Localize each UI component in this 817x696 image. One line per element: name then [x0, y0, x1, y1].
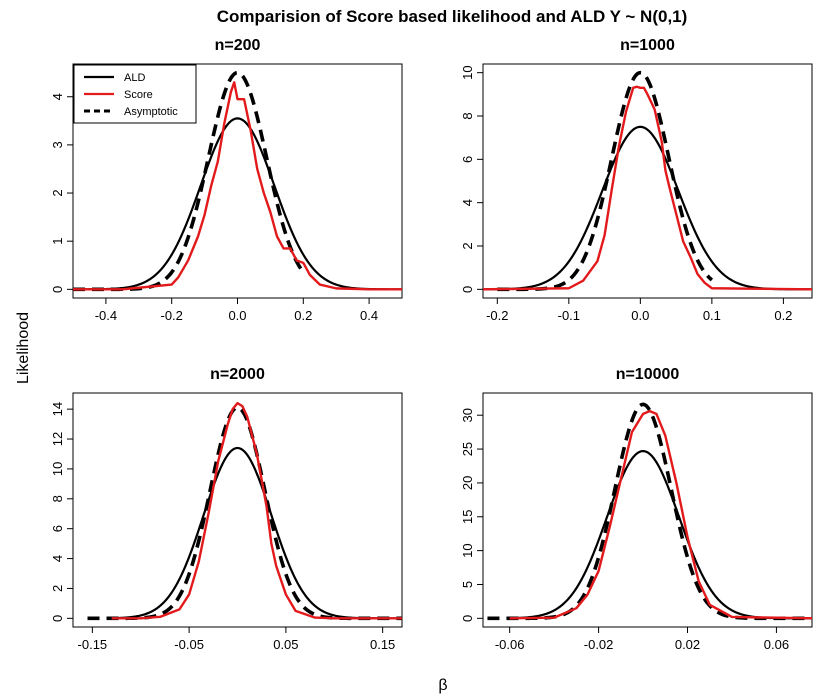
panel-4: n=10000 -0.06 -0.02 0.02 0.06 0 5 10 15 20 25 30 — [460, 366, 813, 652]
y-tick-label: 6 — [460, 156, 475, 163]
curves — [487, 402, 812, 621]
score-line — [73, 81, 402, 291]
x-tick-label: -0.2 — [160, 308, 182, 323]
y-tick-label: 10 — [460, 65, 475, 79]
curves — [483, 70, 812, 292]
legend-label: Asymptotic — [124, 106, 178, 118]
score-line — [509, 409, 812, 620]
y-tick-label: 25 — [460, 442, 475, 456]
y-tick-label: 10 — [50, 462, 65, 476]
y-tick-label: 6 — [50, 525, 65, 532]
panel-title: n=200 — [215, 37, 261, 54]
curves — [73, 70, 402, 292]
ald-line — [111, 446, 402, 620]
curves — [87, 401, 402, 621]
y-tick-label: 0 — [460, 615, 475, 622]
plot-frame — [482, 63, 813, 299]
x-tick-label: -0.05 — [174, 637, 204, 652]
x-axis-label: β — [438, 677, 447, 694]
panel-3: n=2000 -0.15 -0.05 0.05 0.15 0 2 4 6 8 10 12 14 — [50, 366, 403, 652]
plot-frame — [72, 392, 403, 628]
legend-label: ALD — [124, 72, 145, 84]
y-tick-label: 14 — [50, 402, 65, 416]
score-line — [111, 401, 402, 620]
asymptotic-line — [87, 405, 402, 621]
x-tick-label: 0.2 — [774, 308, 792, 323]
y-tick-label: 4 — [460, 199, 475, 206]
ald-line — [483, 125, 812, 291]
y-tick-label: 8 — [50, 495, 65, 502]
asymptotic-line — [497, 70, 714, 292]
y-tick-label: 4 — [50, 93, 65, 100]
x-tick-label: 0.0 — [631, 308, 649, 323]
plot-frame — [482, 392, 813, 628]
y-tick-label: 30 — [460, 408, 475, 422]
x-tick-label: -0.06 — [495, 637, 525, 652]
figure-title: Comparision of Score based likelihood an… — [217, 7, 688, 26]
y-tick-label: 20 — [460, 476, 475, 490]
y-tick-label: 12 — [50, 432, 65, 446]
x-tick-label: 0.02 — [675, 637, 700, 652]
y-tick-label: 15 — [460, 510, 475, 524]
y-tick-label: 0 — [50, 286, 65, 293]
score-line — [483, 85, 812, 291]
y-tick-label: 0 — [460, 286, 475, 293]
y-axis-label: Likelihood — [15, 312, 32, 384]
y-tick-label: 3 — [50, 141, 65, 148]
y-tick-label: 1 — [50, 238, 65, 245]
x-tick-label: 0.2 — [294, 308, 312, 323]
x-tick-label: 0.0 — [228, 308, 246, 323]
y-tick-label: 0 — [50, 615, 65, 622]
x-tick-label: 0.4 — [360, 308, 378, 323]
legend: ALD Score Asymptotic — [73, 64, 197, 124]
x-tick-label: 0.1 — [703, 308, 721, 323]
ald-line — [73, 117, 402, 291]
x-tick-label: -0.02 — [584, 637, 614, 652]
x-tick-label: 0.15 — [370, 637, 395, 652]
x-tick-label: -0.4 — [95, 308, 117, 323]
asymptotic-line — [487, 402, 812, 621]
y-tick-label: 8 — [460, 112, 475, 119]
y-tick-label: 2 — [50, 585, 65, 592]
x-tick-label: 0.05 — [273, 637, 298, 652]
legend-label: Score — [124, 89, 153, 101]
x-tick-label: -0.2 — [486, 308, 508, 323]
ald-line — [509, 449, 812, 620]
y-tick-label: 2 — [460, 242, 475, 249]
panel-2: n=1000 -0.2 -0.1 0.0 0.1 0.2 0 2 4 6 8 10 — [460, 37, 813, 323]
y-tick-label: 2 — [50, 189, 65, 196]
x-tick-label: 0.06 — [764, 637, 789, 652]
y-tick-label: 5 — [460, 581, 475, 588]
panel-title: n=1000 — [620, 37, 675, 54]
x-tick-label: -0.1 — [558, 308, 580, 323]
y-tick-label: 10 — [460, 543, 475, 557]
panel-1: n=200 -0.4 -0.2 0.0 0.2 0.4 0 1 2 3 4 — [50, 37, 403, 323]
y-tick-label: 4 — [50, 555, 65, 562]
x-tick-label: -0.15 — [78, 637, 108, 652]
panel-title: n=10000 — [616, 366, 680, 383]
panel-title: n=2000 — [210, 366, 265, 383]
